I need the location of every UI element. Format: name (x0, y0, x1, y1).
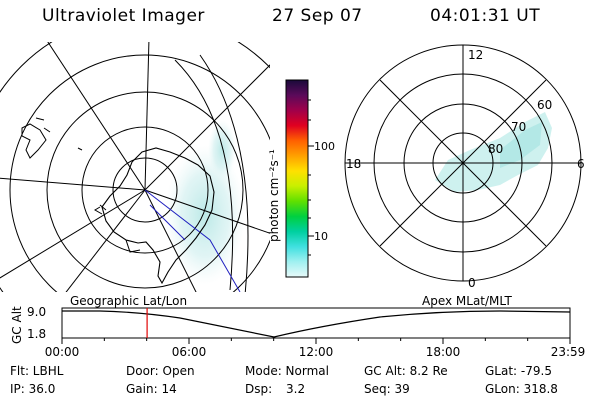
altitude-timeline: Geographic Lat/Lon Apex MLat/MLT GC Alt … (10, 294, 585, 359)
seq-readout: Seq: 39 (364, 382, 410, 396)
mlat-label-80: 80 (488, 142, 503, 156)
latitude-circles (0, 42, 270, 292)
geographic-map (0, 42, 270, 292)
mlat-label-60: 60 (537, 98, 552, 112)
glat-readout: GLat: -79.5 (485, 364, 552, 378)
geo-projection-label: Geographic Lat/Lon (70, 294, 187, 308)
timeline-xtick-2359: 23:59 (551, 345, 586, 359)
terminator-arcs (174, 54, 249, 292)
color-scale: 100 10 photon cm⁻²s⁻¹ (267, 79, 335, 278)
gain-readout: Gain: 14 (126, 382, 177, 396)
timeline-ytick-low: 1.8 (27, 327, 46, 341)
dsp-value: 3.2 (286, 382, 306, 396)
dsp-label: Dsp: (245, 382, 273, 396)
colorbar-unit-label: photon cm⁻²s⁻¹ (267, 149, 281, 242)
meridian-lines (0, 42, 270, 292)
mlt-label-18: 18 (346, 157, 361, 171)
door-readout: Door: Open (126, 364, 195, 378)
colorbar-tick-10: 10 (314, 230, 328, 243)
antarctica-outline (101, 147, 215, 285)
instrument-title: Ultraviolet Imager (42, 6, 205, 26)
apex-projection-label: Apex MLat/MLT (422, 294, 512, 308)
date-label: 27 Sep 07 (272, 6, 363, 26)
polar-grid (344, 44, 582, 282)
mlt-label-6: 6 (577, 157, 585, 171)
ip-readout: IP: 36.0 (10, 382, 56, 396)
mlt-label-0: 0 (468, 276, 476, 290)
polar-plot: 12 0 18 6 60 70 80 (344, 44, 585, 290)
glon-readout: GLon: 318.8 (485, 382, 558, 396)
coastline-fragments (21, 117, 107, 211)
colorbar-tick-100: 100 (314, 140, 335, 153)
mode-readout: Mode: Normal (245, 364, 329, 378)
mlat-label-70: 70 (511, 120, 526, 134)
colorbar-rect (285, 79, 309, 278)
timeline-xtick-1200: 12:00 (299, 345, 334, 359)
mlt-label-12: 12 (468, 48, 483, 62)
magnetic-meridian (144, 189, 241, 292)
timeline-ytick-high: 9.0 (27, 305, 46, 319)
timeline-xtick-0000: 00:00 (45, 345, 80, 359)
timeline-xtick-0600: 06:00 (172, 345, 207, 359)
aurora-emission-geo (165, 145, 245, 285)
time-label: 04:01:31 UT (430, 6, 541, 26)
timeline-xtick-1800: 18:00 (426, 345, 461, 359)
filter-readout: Flt: LBHL (10, 364, 64, 378)
timeline-x-ticks (61, 338, 571, 344)
altitude-curve (62, 310, 571, 338)
gc-alt-readout: GC Alt: 8.2 Re (364, 364, 448, 378)
timeline-ylabel: GC Alt (10, 306, 24, 344)
